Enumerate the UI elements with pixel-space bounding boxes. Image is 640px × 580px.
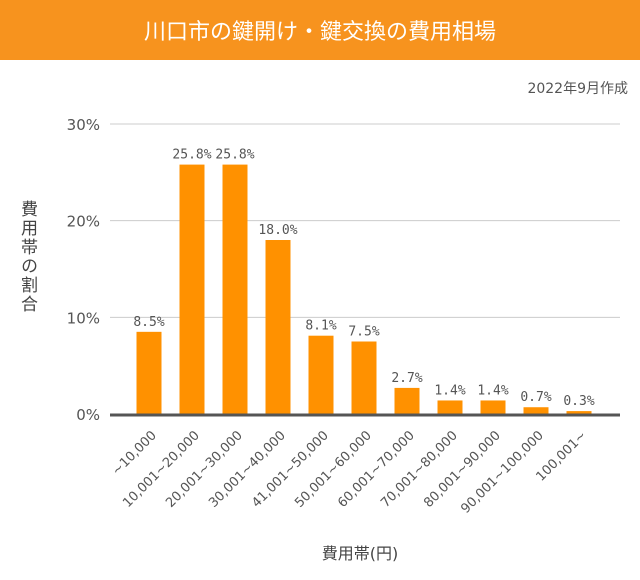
data-label: 7.5% xyxy=(348,325,379,340)
data-label: 1.4% xyxy=(477,383,508,398)
x-tick-label: 41,001~50,000 xyxy=(249,428,332,511)
bar xyxy=(222,164,248,414)
bar xyxy=(523,407,549,414)
data-label: 8.5% xyxy=(133,315,164,330)
y-tick-label: 0% xyxy=(76,406,100,424)
bar xyxy=(394,387,420,414)
data-label: 0.3% xyxy=(563,394,594,409)
bar xyxy=(136,331,162,414)
bar xyxy=(308,335,334,414)
data-label: 25.8% xyxy=(215,148,254,163)
bar xyxy=(351,341,377,414)
data-label: 25.8% xyxy=(172,148,211,163)
x-tick-label: 30,001~40,000 xyxy=(206,428,289,511)
x-tick-label: 90,001~100,000 xyxy=(458,428,546,516)
x-tick-label: 70,001~80,000 xyxy=(378,428,461,511)
x-tick-label: 10,001~20,000 xyxy=(120,428,203,511)
x-axis-label: 費用帯(円) xyxy=(321,544,399,563)
data-label: 18.0% xyxy=(258,223,297,238)
x-tick-label: 60,001~70,000 xyxy=(335,428,418,511)
y-axis-label: 費用帯の割合 xyxy=(17,200,37,314)
date-note: 2022年9月作成 xyxy=(527,81,628,97)
bar xyxy=(480,400,506,414)
y-tick-label: 30% xyxy=(67,116,100,134)
data-label: 2.7% xyxy=(391,371,422,386)
bar xyxy=(437,400,463,414)
y-tick-label: 20% xyxy=(67,213,100,231)
bar xyxy=(265,240,291,414)
bar xyxy=(179,164,205,414)
data-label: 8.1% xyxy=(305,319,336,334)
x-tick-label: 50,001~60,000 xyxy=(292,428,375,511)
bar xyxy=(566,411,592,414)
y-tick-label: 10% xyxy=(67,309,100,327)
x-tick-label: 80,001~90,000 xyxy=(421,428,504,511)
data-label: 1.4% xyxy=(434,383,465,398)
x-tick-label: 20,001~30,000 xyxy=(163,428,246,511)
data-label: 0.7% xyxy=(520,390,551,405)
chart-title: 川口市の鍵開け・鍵交換の費用相場 xyxy=(0,0,640,60)
